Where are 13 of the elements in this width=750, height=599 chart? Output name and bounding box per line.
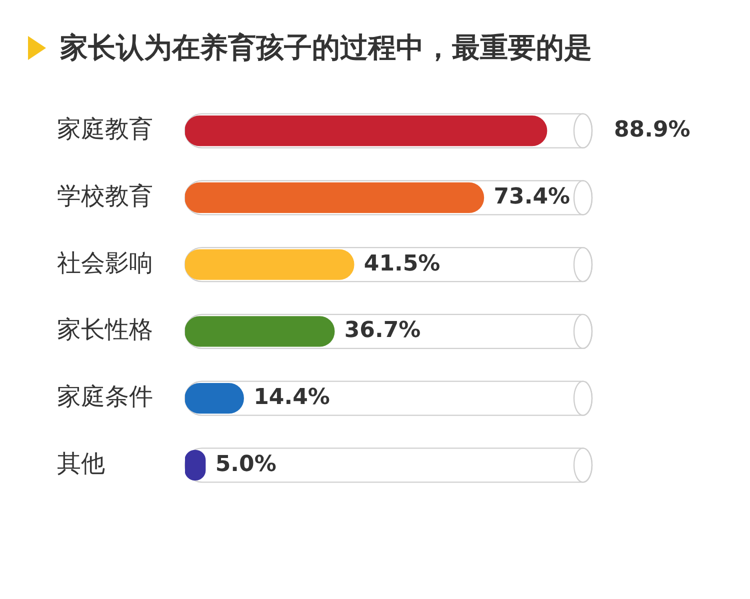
data-label: 5.0% bbox=[215, 452, 276, 477]
y-tick-label: 家庭教育 bbox=[57, 115, 153, 144]
chart-title: 家长认为在养育孩子的过程中，最重要的是 bbox=[60, 30, 592, 66]
y-tick-label: 其他 bbox=[57, 449, 105, 478]
y-tick-label: 家长性格 bbox=[57, 316, 153, 344]
data-label: 41.5% bbox=[364, 251, 440, 276]
data-label: 73.4% bbox=[494, 184, 570, 210]
data-label: 14.4% bbox=[254, 385, 330, 410]
data-label: 88.9% bbox=[614, 118, 690, 143]
data-label: 36.7% bbox=[344, 318, 421, 344]
y-tick-label: 社会影响 bbox=[57, 248, 153, 277]
y-tick-label: 家庭条件 bbox=[57, 382, 153, 411]
y-tick-label: 学校教育 bbox=[57, 182, 153, 210]
